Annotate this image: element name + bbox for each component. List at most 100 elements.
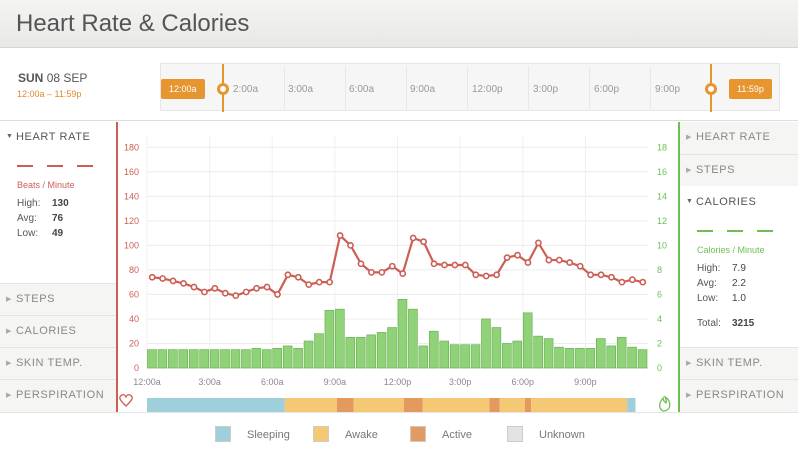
calorie-bar (272, 348, 282, 369)
start-handle-knob[interactable] (217, 83, 229, 95)
heart-rate-point (545, 256, 553, 264)
heart-rate-point (378, 268, 386, 276)
y-left-tick-label: 100 (124, 240, 139, 250)
timeline-tick (406, 66, 407, 110)
calorie-bar (575, 348, 585, 369)
right-metric-panel: ▶ HEART RATE ▶ STEPS ▼ CALORIES Calories / … (680, 122, 798, 412)
caret-down-icon: ▼ (6, 133, 14, 140)
calorie-bar (220, 349, 230, 369)
end-handle-knob[interactable] (705, 83, 717, 95)
calorie-bar (564, 348, 575, 369)
timeline-tick (467, 66, 468, 110)
y-right-tick-label: 10 (657, 240, 667, 250)
tab-label: STEPS (16, 293, 56, 305)
timeline-label: 6:00a (349, 84, 375, 95)
tab-label: HEART RATE (16, 131, 91, 143)
stat-high: High: 7.9 (697, 263, 746, 274)
right-tab-perspiration[interactable]: ▶ PERSPIRATION (680, 379, 798, 412)
start-handle[interactable]: 12:00a (161, 79, 205, 99)
heart-rate-point (451, 261, 459, 269)
x-tick-label: 9:00a (324, 377, 347, 387)
calorie-bar (230, 349, 241, 369)
calorie-bar (147, 349, 157, 369)
series-line-sample (757, 230, 773, 232)
caret-right-icon: ▶ (6, 296, 12, 303)
heart-rate-point (430, 260, 438, 268)
left-tab-heart-rate[interactable]: ▼ HEART RATE (0, 122, 116, 154)
legend-swatch (507, 426, 523, 442)
legend-item-awake: Awake (313, 426, 378, 442)
left-tab-calories[interactable]: ▶ CALORIES (0, 315, 116, 347)
calorie-bar (460, 344, 470, 369)
heart-rate-point (639, 278, 647, 286)
heart-rate-point (576, 262, 584, 270)
y-right-tick-label: 12 (657, 216, 667, 226)
heart-rate-point (368, 268, 375, 276)
calorie-bar (554, 346, 564, 369)
calorie-bar (282, 345, 293, 369)
series-line-sample (77, 165, 93, 167)
caret-right-icon: ▶ (6, 392, 12, 399)
right-tab-calories[interactable]: ▼ CALORIES (680, 187, 798, 219)
stat-high: High: 130 (17, 198, 69, 209)
y-left-tick-label: 20 (129, 338, 139, 348)
heart-rate-point (388, 262, 396, 270)
stat-value: 2.2 (732, 278, 746, 289)
caret-right-icon: ▶ (686, 167, 692, 174)
stat-value: 130 (52, 198, 69, 209)
heart-rate-point (503, 254, 511, 262)
activity-segment (489, 398, 500, 412)
heart-rate-point (618, 278, 626, 286)
left-tab-steps[interactable]: ▶ STEPS (0, 283, 116, 315)
heart-rate-point (628, 276, 636, 284)
activity-segment (353, 398, 404, 412)
page-header: Heart Rate & Calories (0, 0, 798, 48)
calorie-bar (387, 327, 397, 369)
calorie-bar (418, 345, 429, 369)
caret-right-icon: ▶ (686, 360, 692, 367)
right-tab-skin-temp[interactable]: ▶ SKIN TEMP. (680, 347, 798, 379)
stat-label: Total: (697, 318, 721, 329)
calorie-bar (355, 337, 366, 369)
unit-label: Beats / Minute (17, 180, 75, 190)
stat-low: Low: 49 (17, 228, 63, 239)
heart-rate-point (608, 273, 615, 281)
timeline-scrubber[interactable]: 2:00a 3:00a 6:00a 9:00a 12:00p 3:00p 6:0… (160, 63, 780, 112)
calorie-bar (491, 327, 502, 369)
series-line-sample (17, 165, 33, 167)
stat-total: Total: 3215 (697, 318, 754, 329)
heart-rate-point (461, 261, 469, 269)
heart-rate-point (315, 278, 323, 286)
y-right-tick-label: 14 (657, 191, 667, 201)
date-bar: SUN 08 SEP 12:00a – 11:59p 2:00a 3:00a 6… (0, 49, 798, 121)
heart-rate-point (284, 271, 292, 279)
caret-right-icon: ▶ (6, 360, 12, 367)
left-tab-skin-temp[interactable]: ▶ SKIN TEMP. (0, 347, 116, 379)
caret-right-icon: ▶ (686, 392, 692, 399)
right-tab-steps[interactable]: ▶ STEPS (680, 154, 798, 186)
calorie-bar (481, 318, 491, 369)
heart-rate-point (420, 238, 427, 246)
series-line-sample (697, 230, 713, 232)
calorie-bar (429, 330, 439, 369)
heart-rate-point (253, 284, 260, 292)
calorie-bar (533, 335, 543, 369)
left-tab-perspiration[interactable]: ▶ PERSPIRATION (0, 379, 116, 412)
series-line-sample (47, 165, 63, 167)
y-left-tick-label: 80 (129, 265, 139, 275)
calorie-bar (543, 338, 554, 369)
tab-label: HEART RATE (696, 131, 771, 143)
chart-canvas: 0 20 40 60 80 100 120 140 160 180 0 2 4 6 8 10 12 14 16 18 1… (110, 122, 686, 412)
stat-value: 1.0 (732, 293, 746, 304)
y-left-tick-label: 40 (129, 314, 139, 324)
heart-rate-point (587, 271, 594, 279)
end-handle[interactable]: 11:59p (729, 79, 772, 99)
right-tab-heart-rate[interactable]: ▶ HEART RATE (680, 122, 798, 154)
unit-label: Calories / Minute (697, 245, 765, 255)
calorie-bar (241, 349, 251, 369)
heart-rate-point (305, 281, 313, 289)
stat-avg: Avg: 2.2 (697, 278, 746, 289)
calorie-bar (606, 345, 616, 369)
heart-rate-point (221, 289, 229, 297)
stat-avg: Avg: 76 (17, 213, 63, 224)
